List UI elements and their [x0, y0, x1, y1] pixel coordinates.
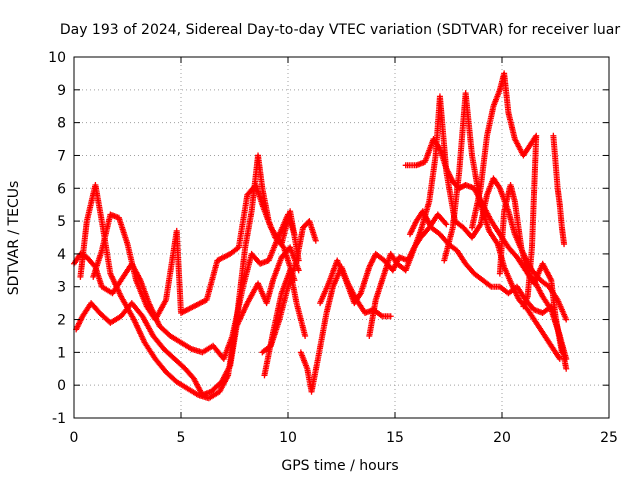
data-point — [563, 355, 570, 362]
data-point — [302, 332, 309, 339]
y-tick-label: 1 — [57, 345, 66, 361]
x-tick-label: 0 — [70, 430, 79, 446]
plot-frame — [73, 56, 610, 419]
chart-title: Day 193 of 2024, Sidereal Day-to-day VTE… — [60, 22, 621, 38]
data-point — [520, 303, 527, 310]
track-13 — [496, 181, 565, 356]
data-point — [312, 237, 319, 244]
data-point — [556, 355, 563, 362]
ticks — [73, 56, 610, 419]
x-tick-label: 25 — [600, 430, 618, 446]
track-7 — [317, 211, 450, 307]
data-point — [558, 349, 565, 356]
data-point — [442, 220, 449, 227]
x-tick-label: 20 — [493, 430, 511, 446]
data-point — [443, 221, 450, 228]
y-tick-label: 6 — [57, 181, 66, 197]
series — [71, 70, 570, 402]
data-point — [563, 365, 570, 372]
track-10 — [402, 136, 570, 362]
data-point — [561, 241, 568, 248]
y-tick-label: 10 — [48, 50, 66, 66]
y-tick-label: 7 — [57, 148, 66, 164]
x-tick-label: 15 — [386, 430, 404, 446]
y-tick-label: 3 — [57, 280, 66, 296]
data-point — [387, 313, 394, 320]
track-14 — [550, 132, 568, 248]
track-1 — [73, 244, 302, 399]
data-point — [563, 316, 570, 323]
y-tick-label: 8 — [57, 116, 66, 132]
y-tick-label: -1 — [52, 411, 66, 427]
data-point — [295, 267, 302, 274]
y-tick-label: 2 — [57, 313, 66, 329]
x-tick-label: 5 — [177, 430, 186, 446]
y-tick-label: 0 — [57, 378, 66, 394]
y-tick-label: 4 — [57, 247, 66, 263]
y-tick-label: 5 — [57, 214, 66, 230]
grid — [74, 57, 609, 418]
y-axis-label: SDTVAR / TECUs — [6, 181, 22, 296]
x-axis-label: GPS time / hours — [281, 458, 398, 474]
x-tick-label: 10 — [279, 430, 297, 446]
y-tick-label: 9 — [57, 83, 66, 99]
track-5 — [261, 267, 309, 379]
